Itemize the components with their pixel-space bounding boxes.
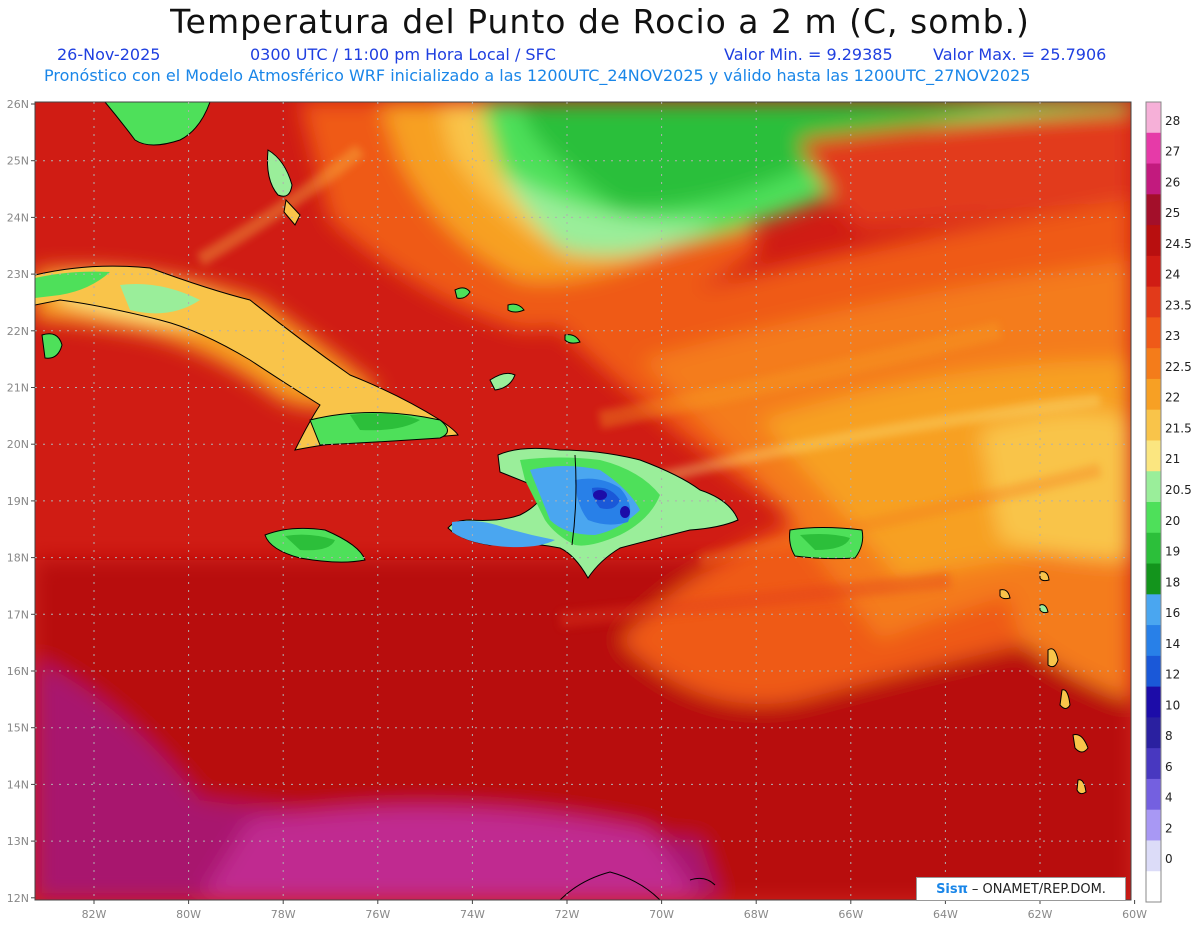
lon-label: 64W bbox=[933, 908, 958, 921]
lat-label: 20N bbox=[7, 438, 29, 451]
lat-label: 12N bbox=[7, 892, 29, 905]
colorbar-label: 24 bbox=[1165, 268, 1180, 282]
lon-label: 66W bbox=[838, 908, 863, 921]
map-field bbox=[35, 102, 1131, 900]
colorbar-label: 10 bbox=[1165, 698, 1180, 712]
colorbar-label: 8 bbox=[1165, 729, 1173, 743]
latitude-labels: 26N 25N 24N 23N 22N 21N 20N 19N 18N 17N 16N 15N 14N 1… bbox=[7, 98, 35, 905]
colorbar-segment bbox=[1146, 255, 1161, 288]
colorbar-segment bbox=[1146, 317, 1161, 349]
colorbar-segment bbox=[1146, 840, 1161, 872]
lon-label: 82W bbox=[82, 908, 107, 921]
colorbar-segment bbox=[1146, 563, 1161, 595]
colorbar-segment bbox=[1146, 655, 1161, 688]
credit-box: Sisπ – ONAMET/REP.DOM. bbox=[916, 877, 1126, 901]
colorbar-label: 14 bbox=[1165, 637, 1180, 651]
lat-label: 16N bbox=[7, 665, 29, 678]
lat-label: 23N bbox=[7, 268, 29, 281]
lon-label: 60W bbox=[1122, 908, 1147, 921]
lat-label: 22N bbox=[7, 325, 29, 338]
colorbar-segment bbox=[1146, 871, 1161, 903]
colorbar-segment bbox=[1146, 409, 1161, 441]
colorbar-label: 18 bbox=[1165, 575, 1180, 589]
colorbar-segment bbox=[1146, 378, 1161, 411]
colorbar-label: 4 bbox=[1165, 791, 1173, 805]
colorbar-label: 19 bbox=[1165, 545, 1180, 559]
colorbar-label: 27 bbox=[1165, 145, 1180, 159]
lon-label: 62W bbox=[1028, 908, 1053, 921]
colorbar-label: 12 bbox=[1165, 668, 1180, 682]
colorbar-segment bbox=[1146, 163, 1161, 195]
colorbar-segment bbox=[1146, 594, 1161, 626]
colorbar-label: 22 bbox=[1165, 391, 1180, 405]
colorbar-segment bbox=[1146, 532, 1161, 565]
lat-label: 17N bbox=[7, 608, 29, 621]
lat-label: 24N bbox=[7, 211, 29, 224]
max-value-label: Valor Max. = 25.7906 bbox=[933, 45, 1107, 64]
colorbar-segment bbox=[1146, 471, 1161, 503]
colorbar-label: 28 bbox=[1165, 114, 1180, 128]
colorbar-segment bbox=[1146, 778, 1161, 811]
colorbar-label: 24.5 bbox=[1165, 237, 1192, 251]
colorbar-label: 26 bbox=[1165, 175, 1180, 189]
colorbar-frame bbox=[1145, 101, 1162, 903]
lat-label: 26N bbox=[7, 98, 29, 111]
colorbar-segment bbox=[1146, 286, 1161, 318]
colorbar-segment bbox=[1146, 132, 1161, 165]
lon-label: 80W bbox=[176, 908, 201, 921]
colorbar-segment bbox=[1146, 348, 1161, 380]
colorbar-segment bbox=[1146, 809, 1161, 841]
colorbar-label: 6 bbox=[1165, 760, 1173, 774]
model-info-label: Pronóstico con el Modelo Atmosférico WRF… bbox=[44, 66, 1031, 85]
lon-label: 72W bbox=[555, 908, 580, 921]
colorbar-label: 0 bbox=[1165, 852, 1173, 866]
colorbar-label: 23 bbox=[1165, 329, 1180, 343]
colorbar-segment bbox=[1146, 686, 1161, 718]
time-label: 0300 UTC / 11:00 pm Hora Local / SFC bbox=[250, 45, 556, 64]
colorbar-label: 21.5 bbox=[1165, 421, 1192, 435]
colorbar-segment bbox=[1146, 625, 1161, 657]
colorbar-label: 20 bbox=[1165, 514, 1180, 528]
lon-label: 70W bbox=[649, 908, 674, 921]
colorbar-segment bbox=[1146, 502, 1161, 534]
lon-label: 74W bbox=[460, 908, 485, 921]
color-legend: 2827262524.52423.52322.52221.52120.52019… bbox=[1145, 101, 1192, 903]
colorbar-segment bbox=[1146, 194, 1161, 226]
lon-label: 76W bbox=[365, 908, 390, 921]
lon-label: 68W bbox=[744, 908, 769, 921]
colorbar-label: 21 bbox=[1165, 452, 1180, 466]
lon-label: 78W bbox=[271, 908, 296, 921]
colorbar-label: 20.5 bbox=[1165, 483, 1192, 497]
date-label: 26-Nov-2025 bbox=[57, 45, 161, 64]
colorbar-label: 22.5 bbox=[1165, 360, 1192, 374]
longitude-labels: 82W 80W 78W 76W 74W 72W 70W 68W 66W 64W 62W 60W bbox=[82, 900, 1147, 921]
colorbar-label: 16 bbox=[1165, 606, 1180, 620]
lat-label: 14N bbox=[7, 778, 29, 791]
colorbar-segment bbox=[1146, 102, 1161, 134]
colorbar-label: 23.5 bbox=[1165, 298, 1192, 312]
colorbar-segment bbox=[1146, 748, 1161, 780]
page-title: Temperatura del Punto de Rocio a 2 m (C,… bbox=[170, 2, 1030, 41]
colorbar-label: 2 bbox=[1165, 821, 1173, 835]
sispi-logo: Sisπ bbox=[936, 881, 968, 897]
colorbar-segment bbox=[1146, 717, 1161, 749]
lat-label: 25N bbox=[7, 155, 29, 168]
colorbar-segment bbox=[1146, 440, 1161, 472]
lat-label: 13N bbox=[7, 835, 29, 848]
lat-label: 18N bbox=[7, 552, 29, 565]
lat-label: 15N bbox=[7, 722, 29, 735]
colorbar-label: 25 bbox=[1165, 206, 1180, 220]
min-value-label: Valor Min. = 9.29385 bbox=[724, 45, 893, 64]
colorbar-segment bbox=[1146, 225, 1161, 257]
lat-label: 19N bbox=[7, 495, 29, 508]
credit-text: – ONAMET/REP.DOM. bbox=[971, 881, 1106, 897]
grid-lines bbox=[35, 102, 1131, 900]
lat-label: 21N bbox=[7, 382, 29, 395]
